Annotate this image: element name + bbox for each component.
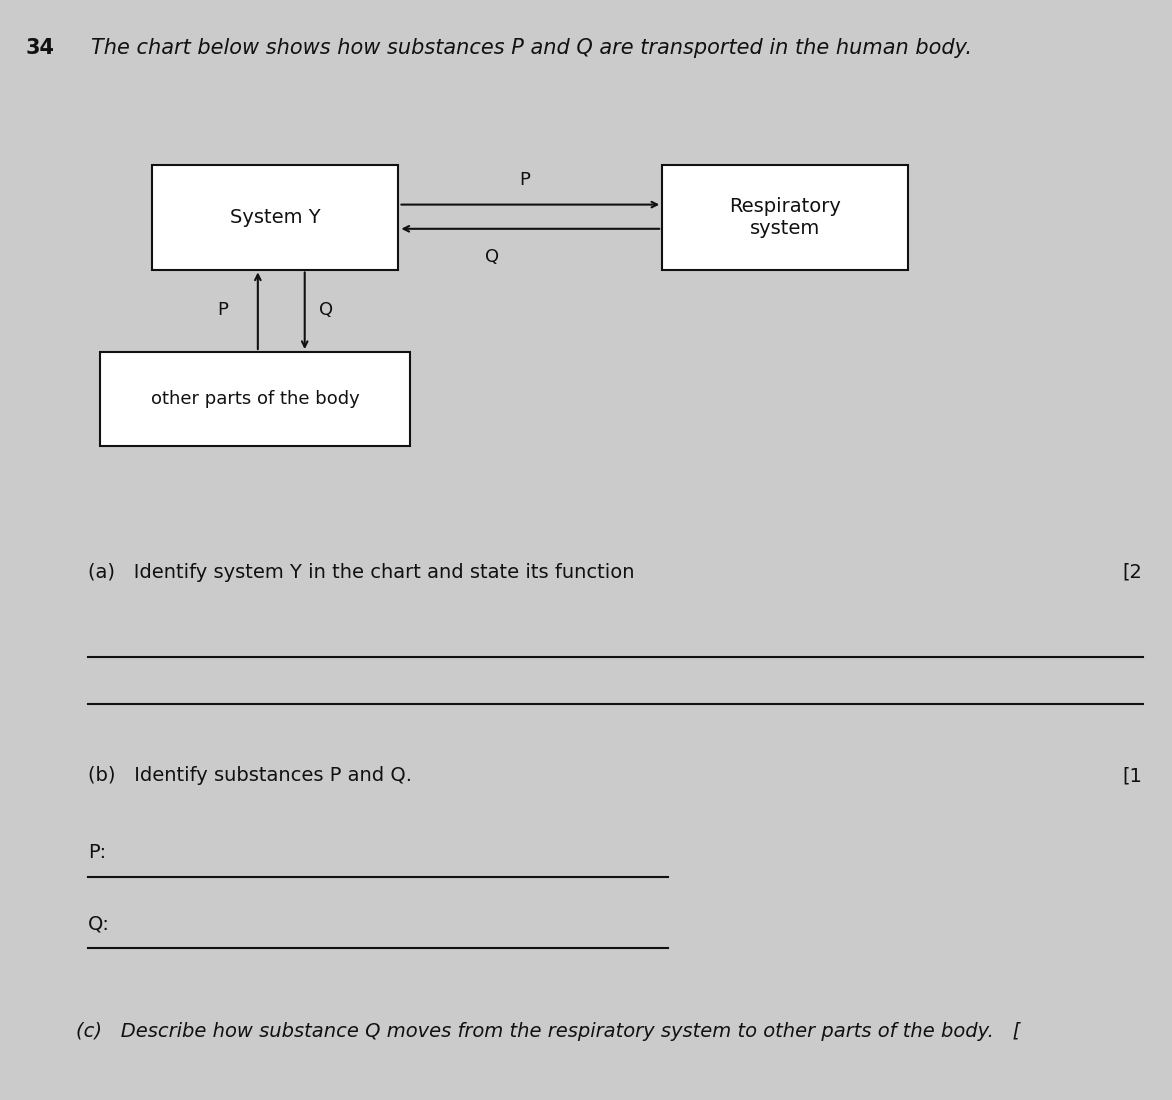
Text: Q: Q [485,248,499,265]
FancyBboxPatch shape [152,165,398,270]
Text: Respiratory
system: Respiratory system [729,197,841,238]
Text: [2: [2 [1123,562,1143,582]
Text: P: P [218,301,229,319]
Text: P:: P: [88,843,105,862]
FancyBboxPatch shape [662,165,908,270]
Text: (b)   Identify substances P and Q.: (b) Identify substances P and Q. [88,766,411,785]
Text: Q: Q [319,301,333,319]
FancyBboxPatch shape [100,352,410,446]
Text: The chart below shows how substances P and Q are transported in the human body.: The chart below shows how substances P a… [91,39,973,58]
Text: 34: 34 [26,39,55,58]
Text: (a)   Identify system Y in the chart and state its function: (a) Identify system Y in the chart and s… [88,562,634,582]
Text: System Y: System Y [230,208,321,227]
Text: [1: [1 [1123,766,1143,785]
Text: Q:: Q: [88,914,110,934]
Text: other parts of the body: other parts of the body [150,389,360,408]
Text: P: P [519,172,531,189]
Text: (c)   Describe how substance Q moves from the respiratory system to other parts : (c) Describe how substance Q moves from … [76,1022,1021,1042]
